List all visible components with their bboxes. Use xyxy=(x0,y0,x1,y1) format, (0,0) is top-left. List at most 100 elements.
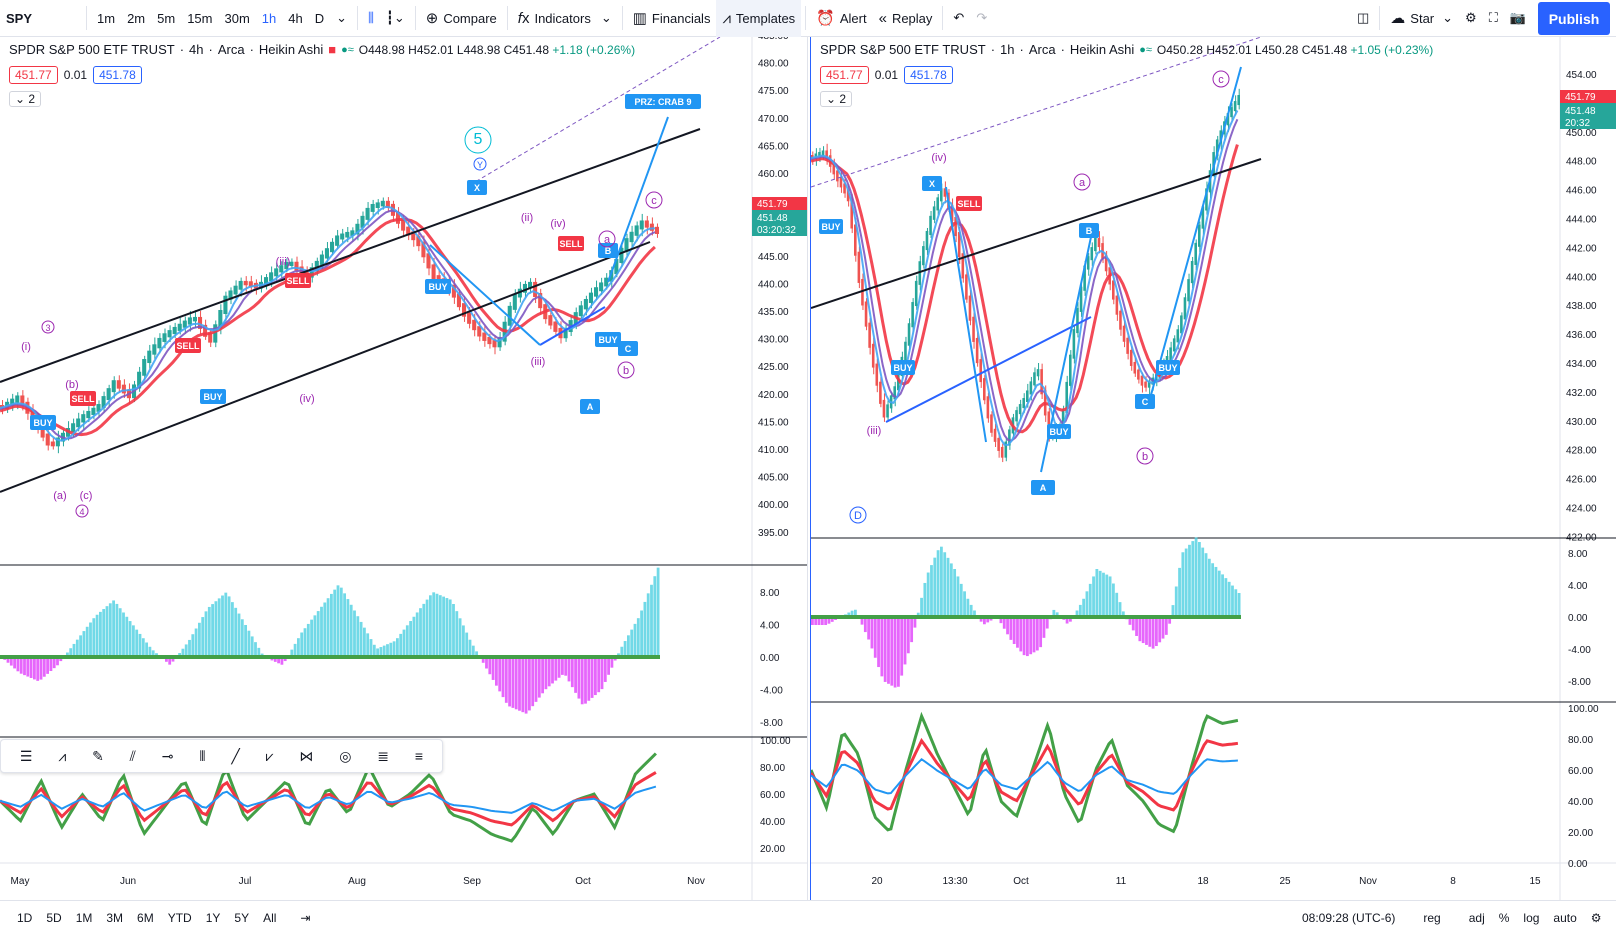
range-3m[interactable]: 3M xyxy=(106,910,124,925)
clock-time[interactable]: 08:09:28 (UTC-6) xyxy=(1302,910,1396,925)
financials-button[interactable]: ▥ Financials xyxy=(632,10,711,27)
fib-circle-icon[interactable]: ◎ xyxy=(339,747,352,764)
interval-1m[interactable]: 1m xyxy=(97,10,116,26)
candle-body xyxy=(1176,329,1180,343)
rsi-line xyxy=(0,785,657,814)
interval-15m[interactable]: 15m xyxy=(187,10,213,26)
fib-retracement-icon[interactable]: ≣ xyxy=(377,747,390,764)
publish-button[interactable]: Publish xyxy=(1538,2,1610,35)
adj-toggle[interactable]: adj xyxy=(1468,910,1485,925)
range-5y[interactable]: 5Y xyxy=(234,910,250,925)
osc-bar xyxy=(297,638,300,657)
candle-style-icon[interactable]: ┇⌄ xyxy=(386,10,405,25)
left-chart-canvas[interactable]: 485.00480.00475.00470.00465.00460.00455.… xyxy=(0,37,808,900)
horizontal-ray-icon[interactable]: ⊸ xyxy=(161,747,174,764)
wave-label: (iii) xyxy=(531,356,546,368)
interval-1h[interactable]: 1h xyxy=(261,10,277,26)
divider xyxy=(414,6,416,30)
candle-body xyxy=(879,381,882,404)
buy-price-button[interactable]: 451.78 xyxy=(904,66,953,84)
xabcd-pattern-icon[interactable]: ⋈ xyxy=(299,747,314,764)
percent-toggle[interactable]: % xyxy=(1498,910,1510,925)
osc-bar xyxy=(118,608,122,657)
spread-label: 0.01 xyxy=(63,68,88,82)
range-all[interactable]: All xyxy=(263,910,277,925)
session-toggle[interactable]: reg xyxy=(1423,910,1441,925)
osc-bar xyxy=(6,657,10,663)
collapse-indicators-button[interactable]: ⌄ 2 xyxy=(9,91,42,107)
range-6m[interactable]: 6M xyxy=(137,910,154,925)
replay-button[interactable]: «Replay xyxy=(878,9,933,27)
settings-gear-icon[interactable]: ⚙ xyxy=(1465,10,1477,25)
buy-price-button[interactable]: 451.78 xyxy=(93,66,142,84)
fib-extension-icon[interactable]: ≡ xyxy=(414,748,424,764)
grid-lines-icon[interactable]: ☰ xyxy=(19,747,33,764)
candle-body xyxy=(936,197,939,211)
symbol-search[interactable]: SPY xyxy=(6,10,33,26)
right-chart-canvas[interactable]: 454.00452.00450.00448.00446.00444.00442.… xyxy=(811,37,1616,900)
osc-bar xyxy=(303,628,307,657)
redo-icon[interactable]: ↷ xyxy=(976,10,988,25)
candle-body xyxy=(411,231,416,241)
range-5d[interactable]: 5D xyxy=(46,910,62,925)
range-1m[interactable]: 1M xyxy=(75,910,93,925)
osc-bar xyxy=(1118,602,1122,617)
price-axis-label: 440.00 xyxy=(758,279,789,290)
osc-bar xyxy=(349,604,353,657)
pencil-icon[interactable]: ✎ xyxy=(92,747,104,764)
templates-button[interactable]: ⩘ Templates xyxy=(716,0,802,37)
osc-bar xyxy=(171,657,175,662)
interval-4h[interactable]: 4h xyxy=(288,10,303,26)
bars-pattern-icon[interactable]: ⦀ xyxy=(199,747,206,764)
elliott-wave-icon[interactable]: ⩗ xyxy=(265,747,274,764)
osc-bar xyxy=(590,657,594,698)
indicator-toggle-icon[interactable]: ●≈ xyxy=(341,43,354,56)
trend-line-icon[interactable]: ╱ xyxy=(231,747,240,764)
collapse-indicators-button[interactable]: ⌄ 2 xyxy=(820,91,853,107)
osc-bar xyxy=(495,657,498,686)
osc-bar xyxy=(501,657,505,698)
indicator-toggle-icon[interactable]: ●≈ xyxy=(1139,43,1152,56)
interval-D[interactable]: D xyxy=(314,10,325,26)
sell-price-button[interactable]: 451.77 xyxy=(820,66,869,84)
compare-button[interactable]: ⊕ Compare xyxy=(425,10,497,27)
alert-button[interactable]: ⏰ Alert xyxy=(816,10,867,27)
range-1y[interactable]: 1Y xyxy=(205,910,221,925)
abc-pattern-icon[interactable]: ⩘ xyxy=(58,747,67,764)
candle-body xyxy=(1097,238,1101,248)
symbol-title: SPDR S&P 500 ETF TRUST xyxy=(9,42,175,57)
indicators-button[interactable]: fx Indicators ⌄ xyxy=(517,9,612,27)
undo-icon[interactable]: ↶ xyxy=(953,10,965,25)
bar-style-icon[interactable]: ⫼ xyxy=(368,10,374,25)
layout-icon[interactable]: ◫ xyxy=(1357,10,1370,25)
interval-5m[interactable]: 5m xyxy=(157,10,176,26)
auto-toggle[interactable]: auto xyxy=(1553,910,1577,925)
camera-icon[interactable]: 📷 xyxy=(1509,10,1526,25)
rsi-axis-label: 80.00 xyxy=(760,763,785,774)
channel-icon[interactable]: ⫽ xyxy=(129,747,136,764)
star-button[interactable]: ☁ Star ⌄ xyxy=(1390,10,1454,27)
interval-30m[interactable]: 30m xyxy=(224,10,250,26)
candle-body xyxy=(121,384,126,394)
osc-bar xyxy=(1098,570,1102,617)
candle-body xyxy=(818,151,821,158)
fullscreen-icon[interactable]: ⛶ xyxy=(1488,10,1498,25)
chart-pane-left[interactable]: 485.00480.00475.00470.00465.00460.00455.… xyxy=(0,37,808,900)
osc-bar xyxy=(887,617,890,684)
goto-date-icon[interactable]: ⇥ xyxy=(300,910,311,925)
range-1d[interactable]: 1D xyxy=(17,910,33,925)
sell-price-button[interactable]: 451.77 xyxy=(9,66,58,84)
interval-dropdown-chevron-icon[interactable]: ⌄ xyxy=(336,10,348,25)
osc-bar xyxy=(893,617,897,688)
log-toggle[interactable]: log xyxy=(1523,910,1540,925)
range-ytd[interactable]: YTD xyxy=(167,910,192,925)
osc-bar xyxy=(963,591,966,617)
trend-line xyxy=(0,128,701,383)
settings-gear-icon[interactable]: ⚙ xyxy=(1590,910,1602,925)
osc-bar xyxy=(353,610,356,657)
rsi-axis-label: 40.00 xyxy=(1568,797,1593,808)
osc-bar xyxy=(541,657,544,694)
osc-bar xyxy=(108,603,112,657)
interval-2m[interactable]: 2m xyxy=(127,10,146,26)
chart-pane-right[interactable]: 454.00452.00450.00448.00446.00444.00442.… xyxy=(810,37,1616,900)
